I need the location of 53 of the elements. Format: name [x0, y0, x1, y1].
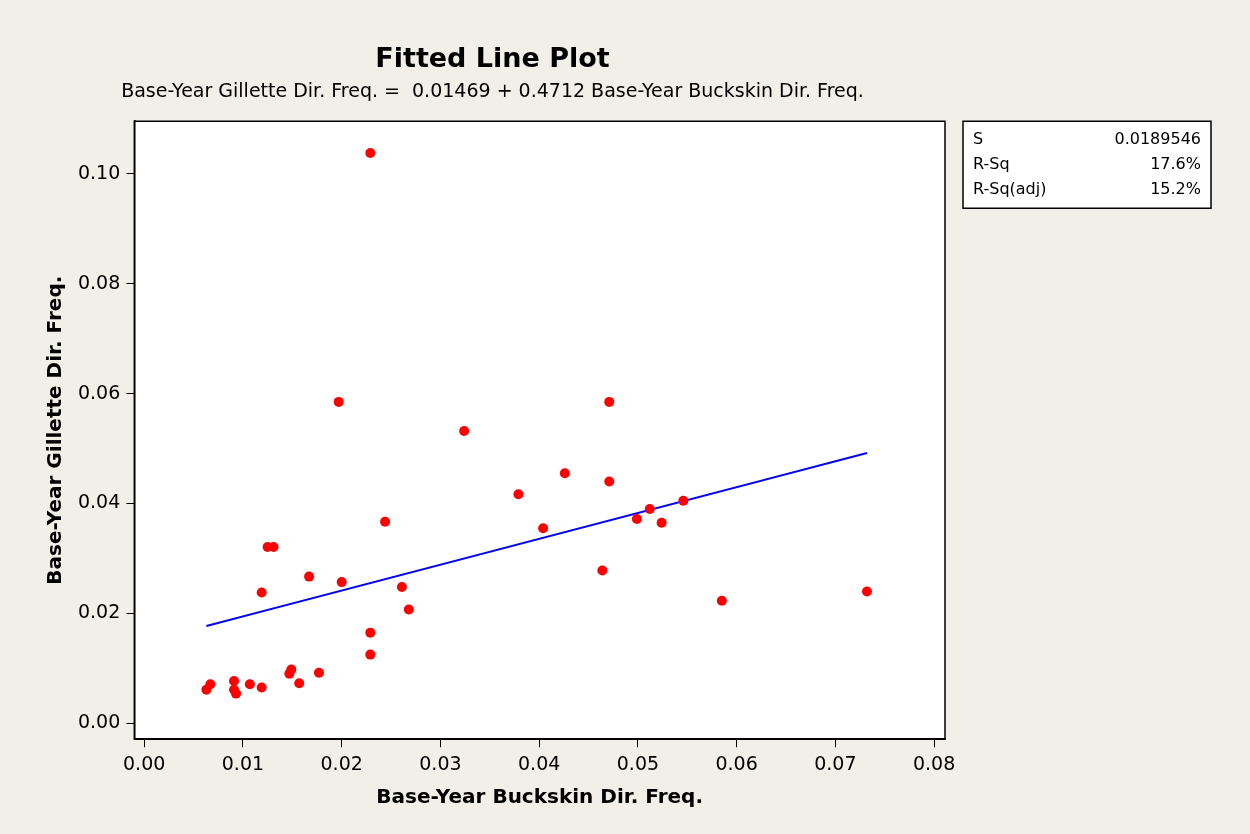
point — [559, 468, 570, 479]
point — [256, 587, 267, 598]
point — [229, 675, 240, 686]
point — [304, 571, 315, 582]
y-tick-label: 0.08 — [77, 270, 121, 293]
y-tick-label: 0.02 — [77, 600, 121, 623]
point — [231, 688, 242, 699]
point — [459, 426, 470, 437]
point — [336, 577, 347, 588]
x-tick-label: 0.02 — [320, 751, 363, 774]
y-tick-label: 0.06 — [77, 380, 121, 403]
x-tick-label: 0.04 — [518, 751, 561, 774]
point — [294, 678, 305, 689]
point — [631, 513, 642, 524]
point — [604, 396, 615, 407]
y-tick-label: 0.00 — [77, 710, 121, 733]
point — [365, 627, 376, 638]
point — [365, 649, 376, 660]
point — [538, 523, 549, 534]
x-tick-label: 0.06 — [715, 751, 758, 774]
point — [597, 565, 608, 576]
point — [286, 664, 297, 675]
point — [365, 148, 376, 159]
x-axis-title: Base-Year Buckskin Dir. Freq. — [376, 784, 704, 809]
point — [656, 517, 667, 528]
chart-subtitle: Base-Year Gillette Dir. Freq. = 0.01469 + 0.4712 Base-Year Buckskin Dir. Freq. — [121, 78, 864, 101]
point — [513, 489, 524, 500]
point — [380, 516, 391, 527]
x-tick-label: 0.05 — [616, 751, 660, 774]
text: S 0.0189546 — [973, 128, 1201, 148]
point — [313, 667, 324, 678]
x-tick-label: 0.08 — [912, 751, 956, 774]
x-tick-label: 0.03 — [419, 751, 462, 774]
point — [256, 682, 267, 693]
chart-title: Fitted Line Plot — [375, 42, 610, 74]
point — [716, 595, 727, 606]
text: R-Sq(adj) 15.2% — [973, 178, 1201, 198]
x-tick-label: 0.01 — [221, 751, 265, 774]
y-tick-label: 0.10 — [77, 160, 121, 183]
x-tick-label: 0.07 — [814, 751, 857, 774]
point — [205, 679, 216, 690]
point — [861, 586, 872, 597]
point — [333, 396, 344, 407]
text: R-Sq 17.6% — [973, 153, 1201, 173]
point — [604, 476, 615, 487]
point — [678, 495, 689, 506]
point — [403, 604, 414, 615]
point — [644, 504, 655, 515]
x-tick-label: 0.00 — [123, 751, 166, 774]
point — [396, 582, 407, 593]
y-tick-label: 0.04 — [77, 490, 121, 513]
point — [244, 679, 255, 690]
y-axis-title: Base-Year Gillette Dir. Freq. — [42, 275, 67, 585]
